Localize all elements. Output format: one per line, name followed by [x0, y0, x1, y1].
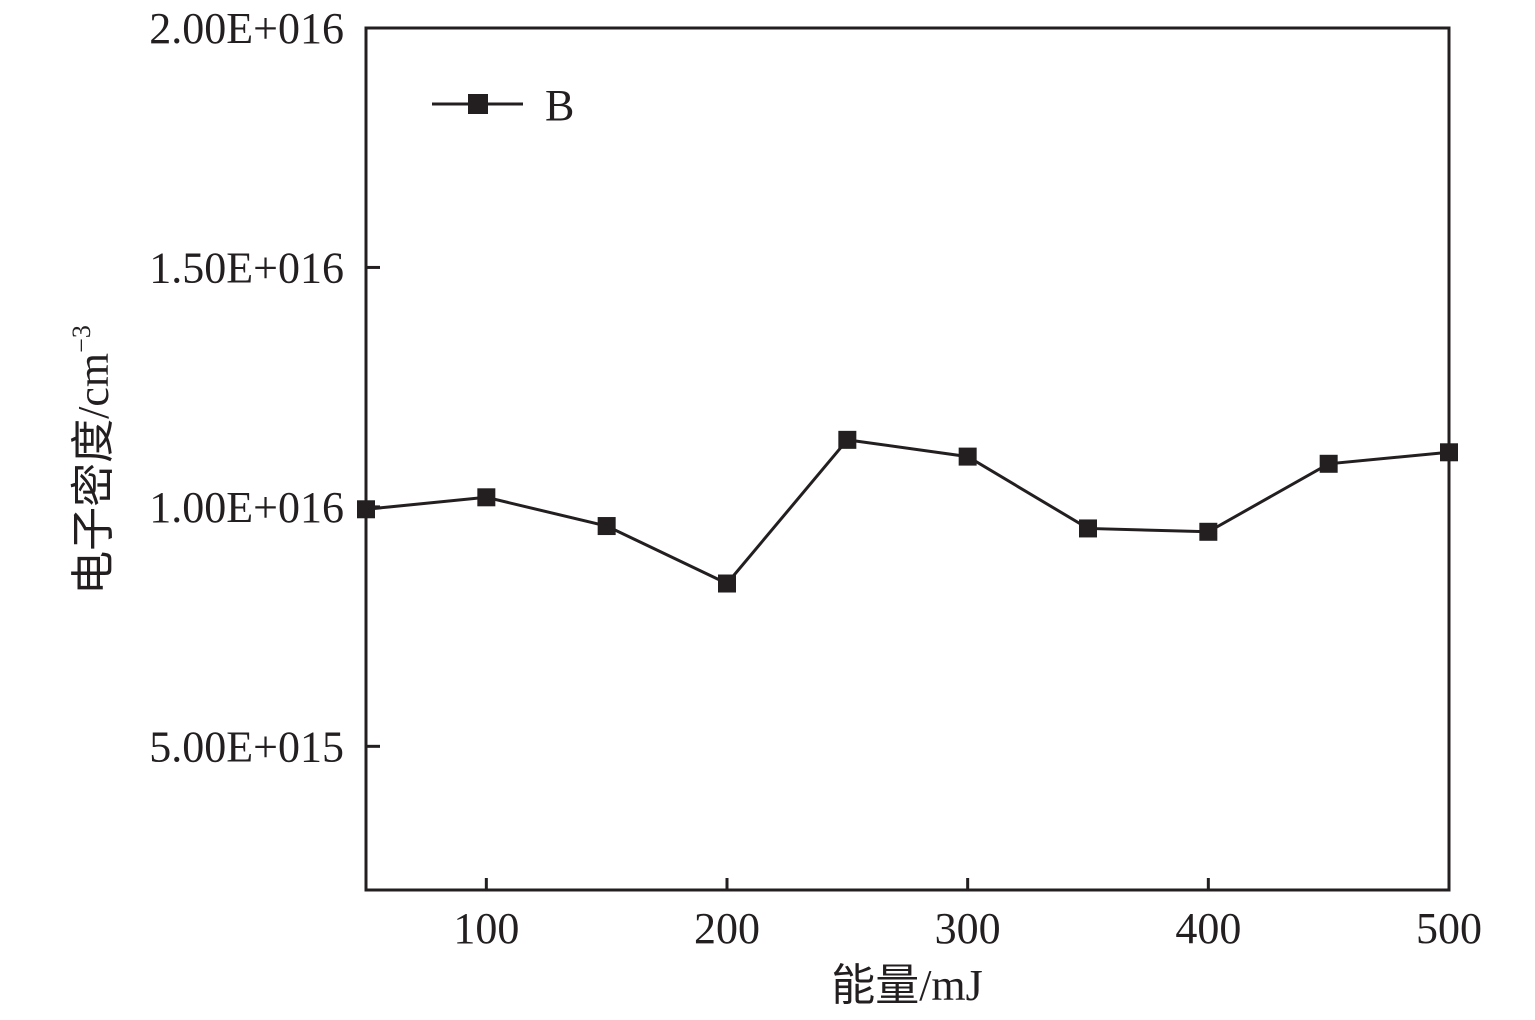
data-point-marker — [718, 574, 736, 593]
x-axis-title: 能量/mJ — [831, 961, 983, 1010]
data-point-marker — [357, 500, 375, 519]
x-tick-label: 400 — [1175, 904, 1241, 953]
data-point-marker — [1319, 454, 1338, 473]
data-point-marker — [477, 488, 496, 507]
series-layer — [357, 430, 1458, 593]
data-point-marker — [597, 517, 616, 536]
x-tick-label: 100 — [453, 904, 519, 953]
plot-frame — [364, 26, 1451, 892]
x-tick-label: 200 — [694, 904, 760, 953]
data-point-marker — [1079, 519, 1097, 538]
data-point-marker — [958, 447, 977, 466]
legend-marker-swatch — [468, 94, 488, 114]
y-axis-title-main: 电子密度/cm — [69, 353, 118, 595]
series-line-b — [365, 438, 1450, 586]
legend: B — [432, 81, 574, 130]
data-point-marker — [1199, 522, 1218, 541]
y-tick-label: 2.00E+016 — [149, 4, 344, 53]
y-axis-title-superscript: −3 — [67, 325, 96, 353]
ticks-layer: 100 200 300 400 500 5.00E+015 1.00E+016 1.50E+0… — [149, 4, 1482, 953]
data-point-marker — [838, 430, 857, 449]
y-tick-label: 1.50E+016 — [149, 243, 344, 292]
y-axis-title: 电子密度/cm−3 — [67, 325, 118, 595]
y-tick-label: 1.00E+016 — [149, 483, 344, 532]
legend-label-b: B — [545, 81, 574, 130]
data-point-marker — [1440, 443, 1458, 462]
x-tick-label: 300 — [935, 904, 1001, 953]
x-tick-label: 500 — [1416, 904, 1482, 953]
y-tick-label: 5.00E+015 — [149, 722, 344, 771]
